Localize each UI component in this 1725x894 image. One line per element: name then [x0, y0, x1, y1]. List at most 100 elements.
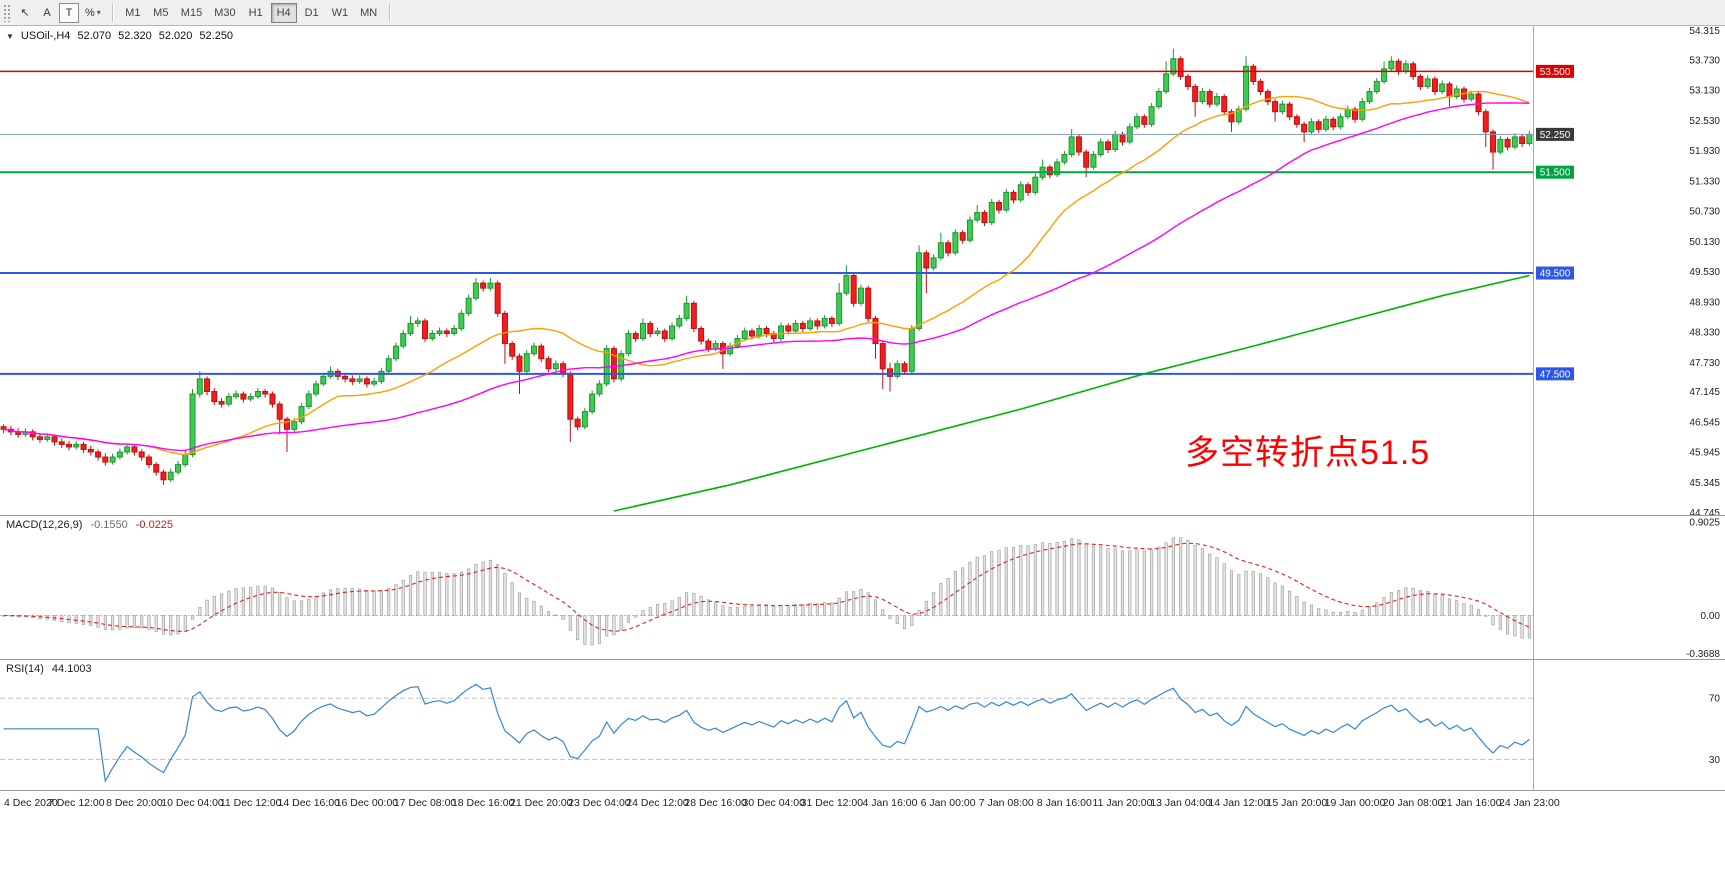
macd-scale-tick: 0.9025 [1689, 517, 1720, 528]
macd-svg[interactable]: 0.9025 0.00 -0.3688 [0, 516, 1725, 659]
ma-55-line [3, 102, 1530, 452]
price-chart-panel: 54.315 53.730 53.130 52.530 51.930 51.330 50.7… [0, 26, 1725, 515]
price-tick: 51.930 [1689, 146, 1720, 157]
time-label: 4 Jan 16:00 [862, 797, 918, 809]
price-tick: 50.730 [1689, 207, 1720, 218]
price-label-box: 52.250 [1536, 127, 1574, 141]
rsi-value: 44.1003 [51, 663, 92, 675]
price-tick: 45.345 [1689, 478, 1720, 489]
time-label: 16 Dec 00:00 [335, 797, 399, 809]
macd-main-value: -0.1550 [90, 519, 128, 531]
price-chart-svg[interactable]: 54.315 53.730 53.130 52.530 51.930 51.330 50.7… [0, 26, 1725, 515]
price-tick: 47.145 [1689, 387, 1720, 398]
price-tick: 54.315 [1689, 26, 1720, 37]
time-label: 7 Jan 08:00 [978, 797, 1034, 809]
time-label: 17 Dec 08:00 [393, 797, 457, 809]
ohlc-high: 52.320 [118, 30, 152, 42]
price-tick: 48.930 [1689, 297, 1720, 308]
svg-text:51.500: 51.500 [1540, 168, 1571, 179]
time-label: 21 Jan 16:00 [1440, 797, 1502, 809]
toolbar-separator [111, 3, 113, 22]
time-label: 11 Dec 12:00 [219, 797, 282, 809]
time-label: 15 Jan 20:00 [1266, 797, 1328, 809]
price-tick: 53.730 [1689, 55, 1720, 66]
timeframe-m30-button[interactable]: M30 [209, 3, 240, 23]
time-label: 10 Dec 04:00 [161, 797, 224, 809]
timeframe-d1-button[interactable]: D1 [299, 3, 325, 23]
text-tool-button[interactable]: T [59, 2, 79, 23]
price-tick: 50.130 [1689, 237, 1720, 248]
time-label: 24 Jan 23:00 [1499, 797, 1560, 809]
indicators-dropdown-button[interactable]: % ▾ [81, 3, 105, 23]
timeframe-w1-button[interactable]: W1 [327, 3, 354, 23]
time-label: 19 Jan 00:00 [1324, 797, 1386, 809]
toolbar-grip[interactable] [3, 3, 10, 22]
macd-panel: 0.9025 0.00 -0.3688 MACD(12,26,9) -0.1550 … [0, 515, 1725, 659]
arrow-tool-button[interactable]: A [37, 3, 57, 23]
price-tick: 53.130 [1689, 86, 1720, 97]
price-tick: 51.330 [1689, 176, 1720, 187]
toolbar-separator [389, 3, 391, 22]
timeframe-h1-button[interactable]: H1 [243, 3, 269, 23]
time-label: 31 Dec 12:00 [800, 797, 864, 809]
time-label: 7 Dec 12:00 [47, 797, 105, 809]
price-tick: 47.730 [1689, 358, 1720, 369]
time-label: 20 Jan 08:00 [1382, 797, 1444, 809]
macd-signal-value: -0.0225 [135, 519, 174, 531]
caret-down-icon: ▾ [96, 8, 101, 17]
cursor-tool-button[interactable]: ↖ [15, 3, 35, 23]
macd-scale-tick: 0.00 [1701, 611, 1721, 622]
time-label: 14 Dec 16:00 [277, 797, 340, 809]
ohlc-close: 52.250 [199, 30, 234, 42]
rsi-name: RSI(14) [6, 663, 44, 675]
time-label: 11 Jan 20:00 [1092, 797, 1153, 809]
collapse-icon[interactable]: ▼ [6, 31, 14, 41]
price-label-box: 47.500 [1536, 367, 1574, 381]
percent-icon: % [85, 6, 95, 19]
price-label-box: 51.500 [1536, 165, 1574, 179]
time-label: 14 Jan 12:00 [1208, 797, 1270, 809]
time-label: 13 Jan 04:00 [1150, 797, 1211, 809]
svg-text:53.500: 53.500 [1540, 67, 1571, 78]
macd-histogram [2, 537, 1531, 646]
candles[interactable] [0, 48, 1533, 485]
rsi-line [3, 683, 1530, 783]
time-label: 24 Dec 12:00 [626, 797, 689, 809]
symbol-title: USOil-,H4 [20, 30, 71, 42]
time-label: 8 Jan 16:00 [1036, 797, 1092, 809]
time-label: 30 Dec 04:00 [742, 797, 805, 809]
price-tick: 48.330 [1689, 328, 1720, 339]
time-label: 21 Dec 20:00 [510, 797, 573, 809]
time-axis[interactable]: 4 Dec 2020 7 Dec 12:00 8 Dec 20:00 10 Dec 0… [0, 790, 1725, 819]
rsi-svg[interactable]: 70 30 [0, 660, 1725, 790]
timeframe-mn-button[interactable]: MN [355, 3, 382, 23]
svg-text:49.500: 49.500 [1540, 269, 1571, 280]
rsi-scale-tick: 30 [1709, 755, 1721, 766]
svg-text:47.500: 47.500 [1540, 369, 1571, 380]
ohlc-low: 52.020 [158, 30, 193, 42]
time-label: 4 Dec 2020 [4, 797, 58, 809]
svg-text:52.250: 52.250 [1540, 130, 1571, 141]
macd-name: MACD(12,26,9) [6, 519, 83, 531]
price-tick: 44.745 [1689, 508, 1720, 515]
macd-scale-tick: -0.3688 [1686, 649, 1720, 659]
time-label: 6 Jan 00:00 [920, 797, 976, 809]
time-label: 23 Dec 04:00 [568, 797, 631, 809]
rsi-label: RSI(14) 44.1003 [6, 663, 92, 675]
timeframe-m1-button[interactable]: M1 [120, 3, 146, 23]
price-tick: 46.545 [1689, 417, 1720, 428]
ohlc-open: 52.070 [77, 30, 112, 42]
macd-label: MACD(12,26,9) -0.1550 -0.0225 [6, 519, 173, 531]
timeframe-buttons: M1 M5 M15 M30 H1 H4 D1 W1 MN [120, 2, 382, 23]
timeframe-m15-button[interactable]: M15 [176, 3, 207, 23]
macd-signal-line [3, 542, 1530, 632]
price-label-box: 49.500 [1536, 266, 1574, 280]
time-label: 28 Dec 16:00 [684, 797, 747, 809]
chart-annotation-text[interactable]: 多空转折点51.5 [1185, 434, 1431, 472]
symbol-info: ▼ USOil-,H4 52.070 52.320 52.020 52.250 [6, 30, 233, 42]
timeframe-m5-button[interactable]: M5 [148, 3, 174, 23]
ma-21-line [3, 90, 1530, 456]
price-label-box: 53.500 [1536, 64, 1574, 78]
time-label: 18 Dec 16:00 [451, 797, 515, 809]
timeframe-h4-button[interactable]: H4 [270, 2, 297, 23]
